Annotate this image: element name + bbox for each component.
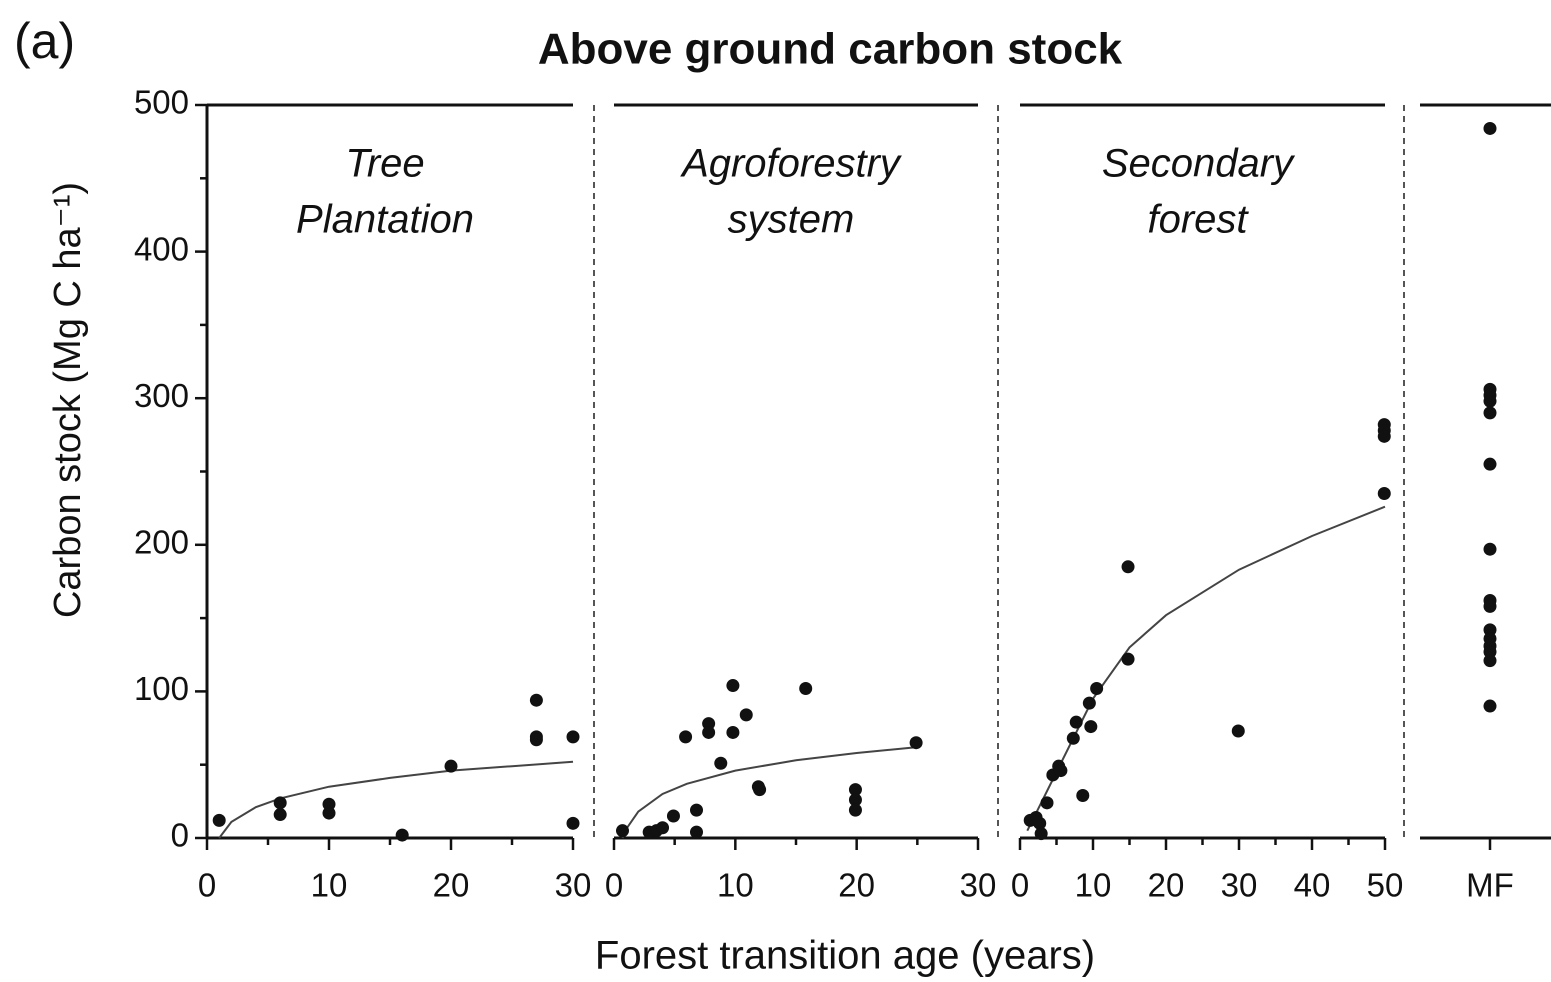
x-tick-label: 10 <box>717 867 754 904</box>
data-point <box>1054 764 1068 778</box>
x-tick-label: 10 <box>311 867 348 904</box>
y-tick-label: 100 <box>134 670 189 707</box>
data-point <box>726 725 740 739</box>
data-point <box>702 725 716 739</box>
panel-title: system <box>728 198 855 242</box>
y-tick-label: 400 <box>134 230 189 267</box>
data-point <box>1066 731 1080 745</box>
data-point <box>726 679 740 693</box>
y-tick-label: 200 <box>134 524 189 561</box>
data-point <box>690 825 704 839</box>
x-tick-label: 30 <box>555 867 592 904</box>
data-point <box>690 803 704 817</box>
data-point <box>566 730 580 744</box>
data-point <box>799 681 813 695</box>
data-point <box>679 730 693 744</box>
panel-label: (a) <box>14 13 75 69</box>
data-point <box>1483 457 1497 471</box>
x-tick-label: 0 <box>1011 867 1029 904</box>
data-point <box>1034 827 1048 841</box>
data-point <box>566 816 580 830</box>
fit-line <box>621 746 918 839</box>
data-point <box>714 756 728 770</box>
data-point <box>273 796 287 810</box>
data-point <box>1121 560 1135 574</box>
x-tick-label: 40 <box>1294 867 1331 904</box>
panel-title: Plantation <box>296 198 474 242</box>
data-point <box>753 783 767 797</box>
data-point <box>1483 699 1497 713</box>
data-point <box>273 808 287 822</box>
x-tick-label: 20 <box>838 867 875 904</box>
data-point <box>395 828 409 842</box>
data-point <box>1076 788 1090 802</box>
data-point <box>1069 715 1083 729</box>
data-point <box>529 733 543 747</box>
x-tick-label: 20 <box>1148 867 1185 904</box>
panel-title: Secondary <box>1102 142 1296 186</box>
data-point <box>739 708 753 722</box>
x-tick-label: 30 <box>960 867 997 904</box>
data-point <box>848 783 862 797</box>
data-point <box>1033 816 1047 830</box>
data-point <box>1121 652 1135 666</box>
y-axis-label: Carbon stock (Mg C ha⁻¹) <box>47 182 89 618</box>
x-tick-label: 30 <box>1221 867 1258 904</box>
data-point <box>444 759 458 773</box>
data-point <box>666 809 680 823</box>
data-point <box>1090 681 1104 695</box>
data-point <box>1483 394 1497 408</box>
x-tick-label: MF <box>1466 867 1514 904</box>
data-point <box>212 813 226 827</box>
y-tick-label: 300 <box>134 377 189 414</box>
data-point <box>1040 796 1054 810</box>
data-point <box>1483 654 1497 668</box>
data-point <box>1483 121 1497 135</box>
data-point <box>656 821 670 835</box>
x-tick-label: 0 <box>198 867 216 904</box>
data-point <box>1483 406 1497 420</box>
data-point <box>1084 720 1098 734</box>
y-tick-label: 0 <box>171 817 189 854</box>
data-point <box>1377 429 1391 443</box>
x-tick-label: 10 <box>1075 867 1112 904</box>
data-point <box>1231 724 1245 738</box>
x-axis-label: Forest transition age (years) <box>595 934 1095 978</box>
data-point <box>848 803 862 817</box>
data-point <box>1082 696 1096 710</box>
panel-title: Agroforestry <box>680 142 903 186</box>
fit-line <box>1026 505 1386 832</box>
panel-title: Tree <box>345 142 424 186</box>
x-tick-label: 0 <box>605 867 623 904</box>
x-tick-label: 20 <box>433 867 470 904</box>
fit-line <box>218 760 574 839</box>
data-point <box>322 806 336 820</box>
x-tick-label: 50 <box>1367 867 1404 904</box>
data-point <box>909 736 923 750</box>
data-point <box>615 824 629 838</box>
panel-title: forest <box>1147 198 1249 242</box>
chart-title: Above ground carbon stock <box>538 25 1123 74</box>
data-point <box>529 693 543 707</box>
data-point <box>848 793 862 807</box>
data-point <box>1377 486 1391 500</box>
data-point <box>1483 542 1497 556</box>
data-point <box>1483 599 1497 613</box>
y-tick-label: 500 <box>134 84 189 121</box>
